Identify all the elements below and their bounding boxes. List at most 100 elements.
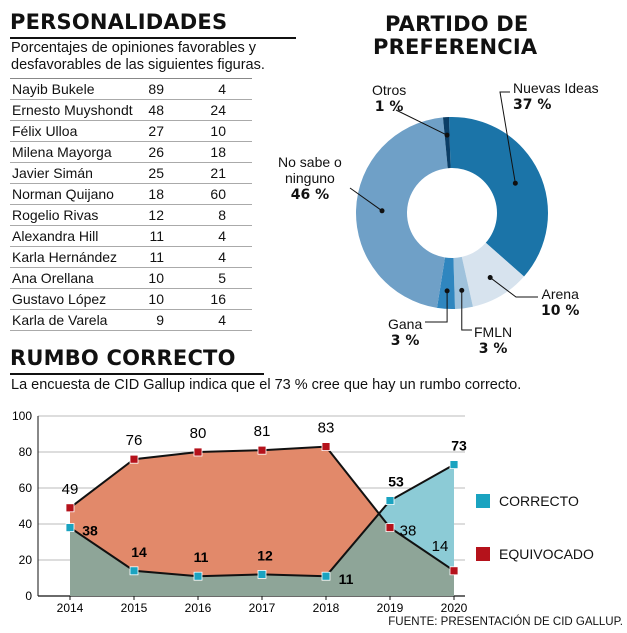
row-favorable: 11 — [149, 249, 164, 265]
row-divider — [10, 162, 252, 163]
label-nuevas-ideas: Nuevas Ideas 37 % — [513, 80, 599, 113]
row-name: Félix Ulloa — [12, 123, 78, 139]
personalidades-title-underline — [10, 37, 296, 39]
leader-arena — [489, 277, 538, 298]
table-row: Milena Mayorga 26 18 — [10, 142, 252, 163]
row-favorable: 25 — [148, 165, 164, 181]
data-label-correcto-2018: 11 — [339, 571, 354, 587]
row-divider — [10, 288, 252, 289]
legend-equivocado-swatch — [476, 547, 490, 561]
row-favorable: 48 — [148, 102, 164, 118]
data-label-equivocado-2019: 38 — [400, 523, 417, 540]
marker-correcto-2014 — [65, 523, 75, 532]
row-desfavorable: 4 — [218, 228, 226, 244]
label-arena-value: 10 % — [541, 303, 580, 319]
row-divider — [10, 309, 252, 310]
label-no-sabe: No sabe o ninguno 46 % — [278, 154, 342, 203]
data-label-equivocado-2015: 76 — [126, 432, 143, 449]
data-label-correcto-2015: 14 — [131, 544, 147, 560]
x-tick-label: 2014 — [57, 601, 84, 615]
row-desfavorable: 21 — [210, 165, 226, 181]
x-tick-label: 2015 — [121, 601, 148, 615]
y-tick-label: 40 — [19, 517, 33, 531]
data-label-correcto-2016: 11 — [194, 549, 209, 565]
marker-equivocado-2016 — [193, 447, 203, 457]
row-name: Milena Mayorga — [12, 144, 112, 160]
row-favorable: 10 — [148, 291, 164, 307]
rumbo-title-underline — [10, 373, 264, 375]
area-correcto-lead-fill — [378, 464, 454, 571]
row-favorable: 27 — [148, 123, 164, 139]
row-favorable: 10 — [148, 270, 164, 286]
marker-correcto-2017 — [257, 569, 267, 579]
data-label-correcto-2014: 38 — [82, 523, 98, 539]
y-tick-label: 80 — [19, 445, 33, 459]
row-favorable: 9 — [156, 312, 164, 328]
marker-equivocado-2017 — [257, 445, 267, 455]
row-favorable: 89 — [148, 81, 164, 97]
rumbo-title: RUMBO CORRECTO — [10, 346, 236, 370]
label-nosabe-value: 46 % — [290, 187, 330, 203]
leader-dot-nosabe — [379, 208, 385, 214]
table-row: Ernesto Muyshondt 48 24 — [10, 100, 252, 121]
table-row: Ana Orellana 10 5 — [10, 268, 252, 289]
area-correcto-fill — [70, 513, 454, 596]
label-nuevas-name: Nuevas Ideas — [513, 80, 599, 96]
marker-correcto-2016 — [193, 571, 203, 581]
leader-nosabe — [349, 187, 383, 212]
donut-chart — [349, 91, 548, 331]
leader-gana — [425, 290, 448, 323]
row-desfavorable: 4 — [218, 81, 226, 97]
row-name: Alexandra Hill — [12, 228, 99, 244]
row-divider — [10, 267, 252, 268]
marker-correcto-2015 — [129, 566, 139, 576]
data-label-equivocado-2018: 83 — [318, 420, 335, 437]
personalidades-subtitle-2: desfavorables de las siguientes figuras. — [11, 57, 265, 73]
table-row: Alexandra Hill 11 4 — [10, 226, 252, 247]
row-divider — [10, 204, 252, 205]
source-note: FUENTE: PRESENTACIÓN DE CID GALLUP. — [388, 616, 623, 628]
x-tick-label: 2017 — [249, 601, 276, 615]
rumbo-chart: 0 20 40 60 80 100 2014 2015 2016 2017 2018 2019 202… — [12, 409, 468, 615]
legend-equivocado-label: EQUIVOCADO — [499, 546, 594, 562]
data-label-equivocado-2016: 80 — [190, 425, 207, 442]
row-name: Javier Simán — [12, 165, 93, 181]
personalidades-title: PERSONALIDADES — [10, 10, 228, 34]
x-tick-label: 2020 — [441, 601, 468, 615]
leader-dot-nuevas — [512, 180, 518, 186]
row-favorable: 26 — [148, 144, 164, 160]
table-top-line — [10, 78, 252, 79]
rumbo-subtitle: La encuesta de CID Gallup indica que el … — [11, 377, 522, 393]
row-name: Ernesto Muyshondt — [12, 102, 133, 118]
row-desfavorable: 5 — [218, 270, 226, 286]
partido-title-2: PREFERENCIA — [373, 35, 538, 59]
row-divider — [10, 246, 252, 247]
legend-correcto-swatch — [476, 494, 490, 508]
row-desfavorable: 18 — [210, 144, 226, 160]
label-otros-name: Otros — [372, 82, 407, 98]
marker-correcto-2018 — [321, 571, 331, 581]
row-desfavorable: 24 — [210, 102, 226, 118]
label-fmln-name: FMLN — [474, 324, 513, 340]
label-gana: Gana 3 % — [388, 316, 422, 349]
label-fmln-value: 3 % — [478, 341, 508, 357]
area-equivocado-fill — [70, 446, 379, 577]
row-divider — [10, 141, 252, 142]
row-favorable: 12 — [148, 207, 164, 223]
label-otros: Otros 1 % — [372, 82, 406, 115]
label-otros-value: 1 % — [374, 99, 404, 115]
table-row: Gustavo López 10 16 — [10, 289, 252, 310]
marker-equivocado-2018 — [321, 442, 331, 451]
leader-dot-arena — [487, 275, 493, 281]
x-tick-label: 2019 — [377, 601, 404, 615]
donut-slice-no-sabe-o-ninguno — [355, 117, 448, 308]
row-name: Ana Orellana — [12, 270, 94, 286]
marker-equivocado-2014 — [65, 503, 75, 513]
donut-slice-otros — [442, 117, 451, 169]
row-divider — [10, 99, 252, 100]
legend-correcto-label: CORRECTO — [499, 493, 579, 509]
row-desfavorable: 10 — [210, 123, 226, 139]
row-name: Nayib Bukele — [12, 81, 95, 97]
data-label-equivocado-2017: 81 — [254, 423, 271, 440]
table-row: Nayib Bukele 89 4 — [10, 79, 252, 100]
